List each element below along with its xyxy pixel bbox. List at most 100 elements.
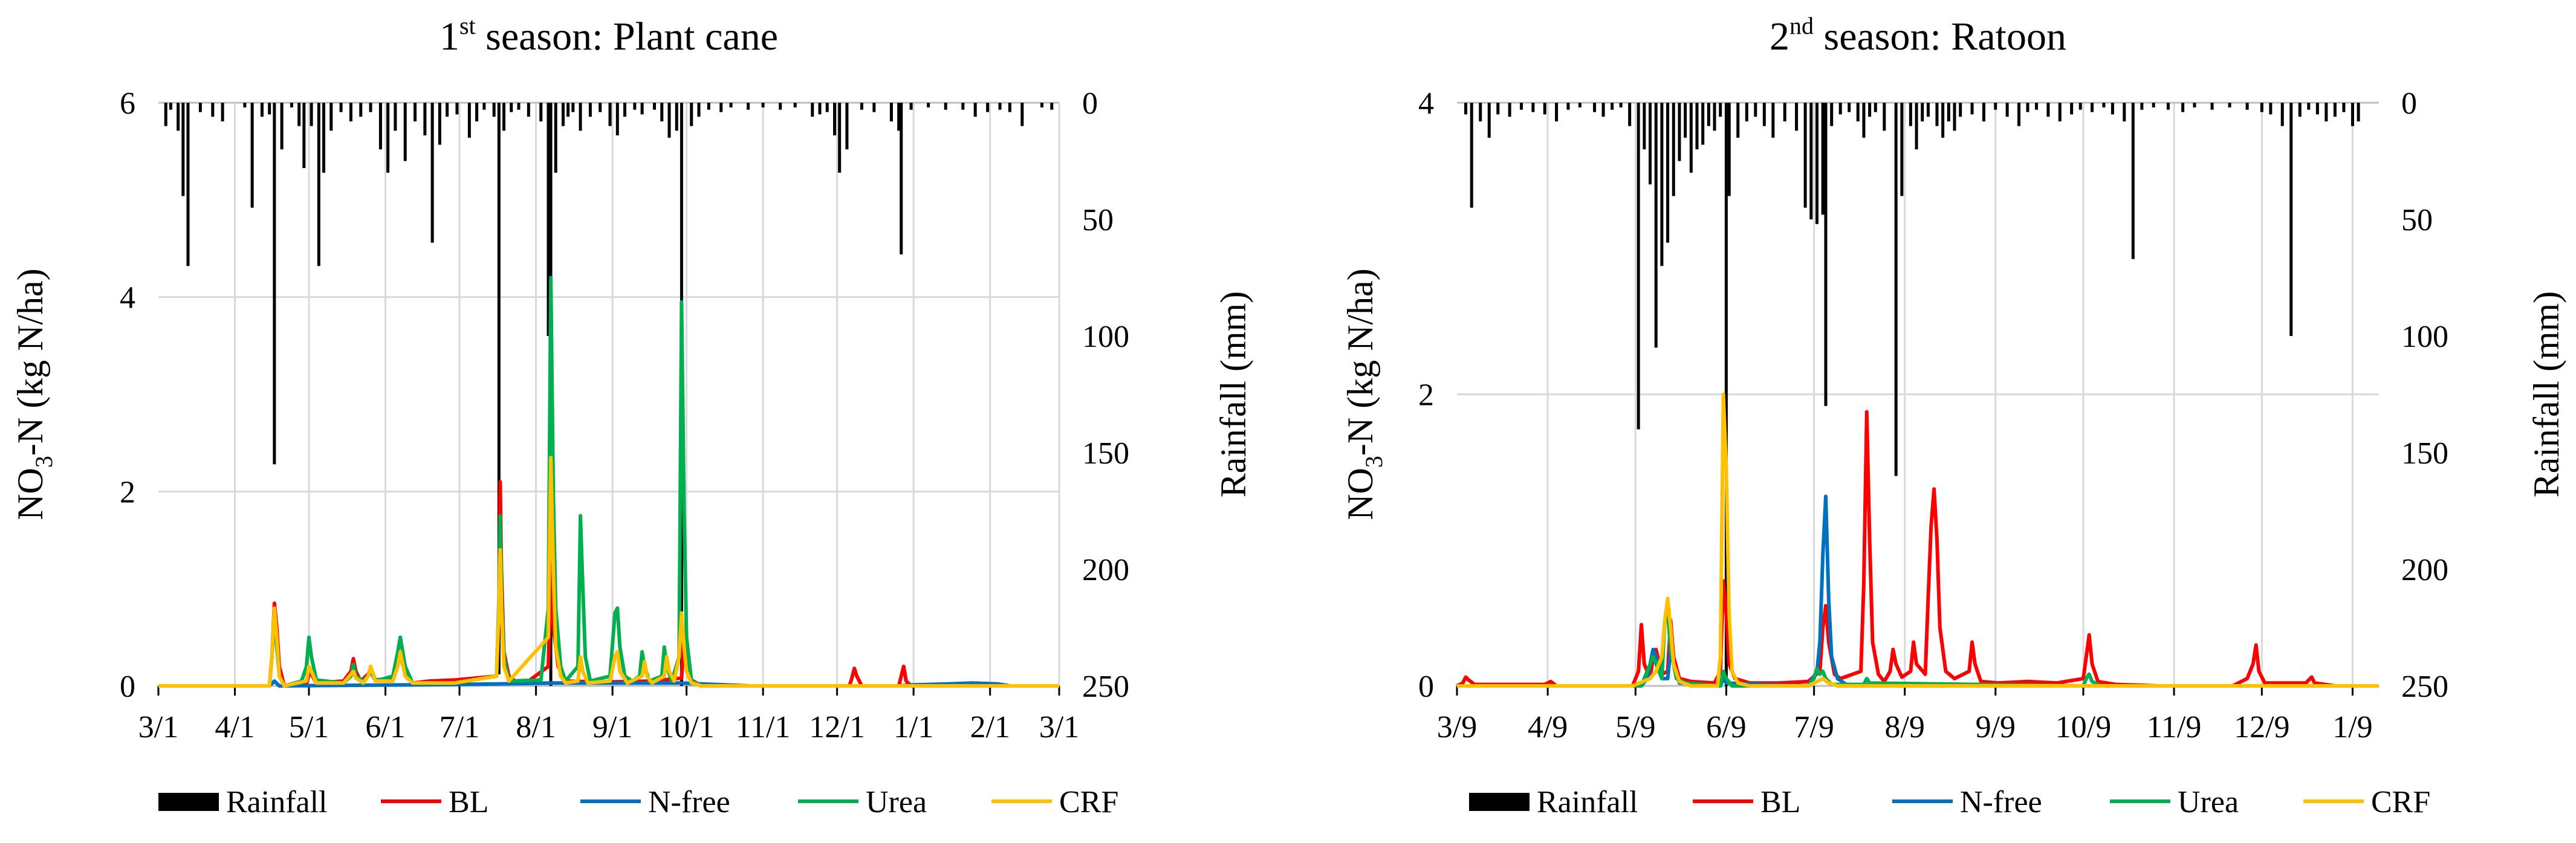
c1-y-left-tick-label: 0: [1418, 670, 1434, 704]
c1-rainfall-bar: [1868, 103, 1872, 117]
c0-rainfall-bars: [164, 103, 1054, 686]
c1-rainfall-bar: [1848, 103, 1851, 112]
c1-rainfall-bar: [2342, 103, 2346, 112]
c1-rainfall-bar: [1736, 103, 1740, 138]
c0-x-tick-label: 1/1: [894, 710, 933, 744]
c1-title-superscript: nd: [1789, 12, 1814, 39]
c0-y-left-tick-label: 6: [120, 86, 135, 121]
c0-y-left-label-post: -N (kg N/ha): [10, 268, 50, 456]
c1-rainfall-bar: [1601, 103, 1605, 117]
c0-x-tick-label: 11/1: [736, 710, 791, 744]
c0-rainfall-bar: [369, 103, 372, 112]
c0-x-tick-label: 3/1: [138, 710, 178, 744]
c1-rainfall-bar: [1464, 103, 1468, 115]
c0-rainfall-bar: [349, 103, 352, 121]
c0-title-superscript: st: [459, 12, 476, 39]
c0-rainfall-bar: [660, 103, 664, 121]
c0-y-left-tick-label: 0: [120, 670, 135, 704]
c1-rainfall-bar: [1947, 103, 1950, 121]
c1-rainfall-bar: [1508, 103, 1511, 117]
c1-y-right-tick-label: 250: [2401, 670, 2448, 704]
c0-series-line-urea: [158, 276, 1059, 688]
c1-x-tick-label: 6/9: [1706, 710, 1746, 744]
c1-rainfall-bar: [1921, 103, 1924, 121]
c1-y-left-tick-label: 4: [1418, 86, 1434, 121]
c0-rainfall-bar: [729, 103, 733, 108]
c1-rainfall-bar: [1713, 103, 1716, 131]
c1-rainfall-bar: [1719, 103, 1722, 117]
c1-rainfall-bar: [2260, 103, 2263, 112]
c0-rainfall-bar: [566, 103, 570, 117]
c1-legend-item-crf: CRF: [2303, 785, 2430, 819]
c1-legend-item-rainfall: Rainfall: [1469, 785, 1638, 819]
c1-rainfall-bar: [2298, 103, 2302, 117]
c0-x-tick-label: 6/1: [365, 710, 405, 744]
c1-rainfall-bar: [2280, 103, 2284, 126]
c0-series-line-crf: [158, 456, 1059, 688]
c0-rainfall-bar: [825, 103, 829, 112]
c1-rainfall-bar: [1745, 103, 1748, 121]
c0-rainfall-bar: [527, 103, 530, 117]
c0-rainfall-bar: [317, 103, 320, 266]
c0-rainfall-bar: [164, 103, 167, 126]
c0-y-right-tick-label: 250: [1082, 670, 1129, 704]
c1-rainfall-bar: [1803, 103, 1807, 208]
c1-rainfall-bar: [1666, 103, 1670, 243]
c1-rainfall-bar: [1926, 103, 1930, 117]
c0-x-tick-label: 4/1: [215, 710, 255, 744]
c0-rainfall-bar: [811, 103, 814, 117]
c0-rainfall-bar: [438, 103, 441, 145]
c0-rainfall-bar: [900, 103, 903, 254]
c0-rainfall-bar: [667, 103, 671, 138]
c1-rainfall-bar: [1496, 103, 1500, 115]
c0-rainfall-bar: [872, 103, 876, 112]
c0-rainfall-bar: [211, 103, 215, 117]
c1-chart-title: 2nd season: Ratoon: [1770, 12, 2066, 59]
c1-rainfall-bar: [1959, 103, 1962, 117]
c0-y-right-tick-label: 0: [1082, 86, 1098, 121]
c0-rainfall-bar: [467, 103, 471, 138]
c0-rainfall-bar: [492, 103, 496, 117]
c1-rainfall-bar: [1611, 103, 1614, 110]
c0-rainfall-bar: [243, 103, 247, 108]
c1-y-right-tick-label: 0: [2401, 86, 2417, 121]
c1-rainfall-bar: [1970, 103, 1974, 115]
c0-rainfall-bar: [554, 103, 557, 173]
c0-rainfall-bar: [1050, 103, 1054, 110]
c0-rainfall-bar: [1040, 103, 1043, 108]
c1-title-number: 2: [1770, 15, 1789, 59]
c1-y-left-label-post: -N (kg N/ha): [1340, 268, 1380, 456]
c1-legend-swatch: [1469, 793, 1530, 811]
c1-rainfall-bar: [1982, 103, 1985, 121]
c1-rainfall-bar: [2193, 103, 2196, 108]
c1-rainfall-bar: [2026, 103, 2029, 112]
c0-rainfall-bar: [497, 103, 501, 674]
c1-rainfall-bar: [2228, 103, 2231, 108]
c0-x-tick-label: 3/1: [1039, 710, 1079, 744]
c0-rainfall-bar: [615, 103, 619, 136]
c0-rainfall-bar: [329, 103, 333, 131]
c1-rainfall-bar: [1643, 103, 1646, 150]
c1-x-tick-label: 3/9: [1437, 710, 1477, 744]
c1-legend-label: CRF: [2371, 785, 2430, 819]
c1-rainfall-bar: [1660, 103, 1664, 266]
c1-rainfall-bar: [1520, 103, 1523, 110]
c0-rainfall-bar: [961, 103, 965, 110]
c1-rainfall-bar: [1941, 103, 1945, 138]
c0-x-tick-label: 2/1: [970, 710, 1010, 744]
c0-legend-label: Rainfall: [226, 785, 328, 819]
c0-rainfall-bar: [378, 103, 382, 150]
c0-legend: Rainfall BL N-free Urea CRF: [158, 785, 1118, 819]
c0-rainfall-bar: [446, 103, 449, 117]
c1-rainfall-bar: [1838, 103, 1842, 115]
c0-rainfall-bar: [1020, 103, 1024, 126]
c1-x-tick-label: 12/9: [2234, 710, 2289, 744]
c1-rainfall-bar: [1915, 103, 1918, 150]
c0-rainfall-bar: [403, 103, 407, 161]
c0-y-left-axis-label: NO3-N (kg N/ha): [10, 268, 57, 520]
c0-legend-item-rainfall: Rainfall: [158, 785, 328, 819]
c1-rainfall-bar: [1874, 103, 1877, 112]
c1-legend-label: Rainfall: [1537, 785, 1638, 819]
